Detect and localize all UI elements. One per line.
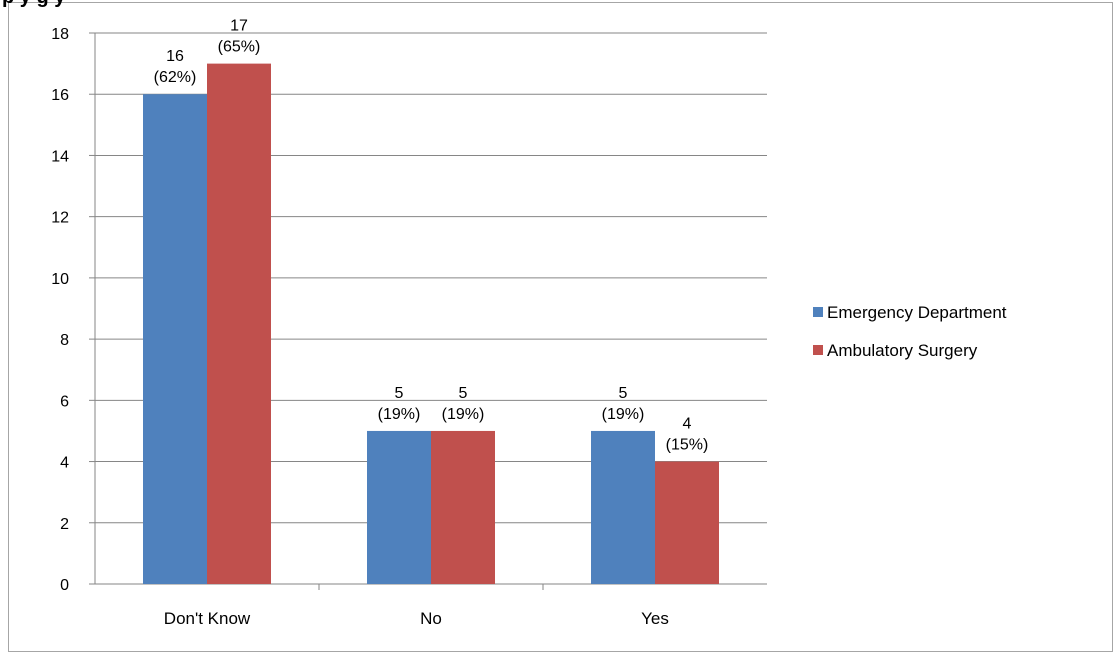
data-labels: 16 (62%) 17 (65%) 5 (19%) 5 (19%) 5 (19%) 4 (15%) — [154, 18, 709, 454]
data-label: 4 — [683, 416, 692, 433]
legend-label: Emergency Department — [827, 303, 1007, 322]
title-band: p y g y — [0, 0, 1115, 8]
y-tick-label: 6 — [60, 393, 69, 410]
bar — [431, 430, 495, 584]
y-tick-label: 0 — [60, 577, 69, 594]
data-label: (19%) — [602, 406, 645, 423]
data-label: (65%) — [218, 39, 261, 56]
data-label: (62%) — [154, 69, 197, 86]
y-tick-label: 12 — [51, 210, 69, 227]
data-label: 16 — [166, 48, 184, 65]
y-tick-label: 18 — [51, 26, 69, 43]
bars — [143, 63, 719, 585]
y-axis: 0 2 4 6 8 10 12 14 16 18 — [51, 26, 96, 594]
y-tick-label: 16 — [51, 87, 69, 104]
data-label: 5 — [395, 385, 404, 402]
bar — [655, 461, 719, 584]
y-tick-label: 14 — [51, 148, 69, 165]
data-label: (15%) — [666, 437, 709, 454]
data-label: 17 — [230, 18, 248, 35]
y-tick-label: 10 — [51, 271, 69, 288]
legend-label: Ambulatory Surgery — [827, 341, 978, 360]
data-label: 5 — [459, 385, 468, 402]
y-tick-label: 8 — [60, 332, 69, 349]
legend: Emergency Department Ambulatory Surgery — [813, 303, 1007, 360]
legend-swatch — [813, 345, 823, 355]
y-tick-label: 4 — [60, 455, 69, 472]
bar — [207, 63, 271, 585]
legend-swatch — [813, 307, 823, 317]
bar — [591, 430, 655, 584]
data-label: (19%) — [378, 406, 421, 423]
data-label: (19%) — [442, 406, 485, 423]
x-category-label: Don't Know — [164, 609, 251, 628]
x-axis: Don't Know No Yes — [95, 583, 767, 628]
bar — [367, 430, 431, 584]
data-label: 5 — [619, 385, 628, 402]
bar — [143, 94, 207, 584]
y-tick-label: 2 — [60, 516, 69, 533]
x-category-label: Yes — [641, 609, 669, 628]
chart-title: p y g y — [2, 0, 65, 8]
x-category-label: No — [420, 609, 442, 628]
